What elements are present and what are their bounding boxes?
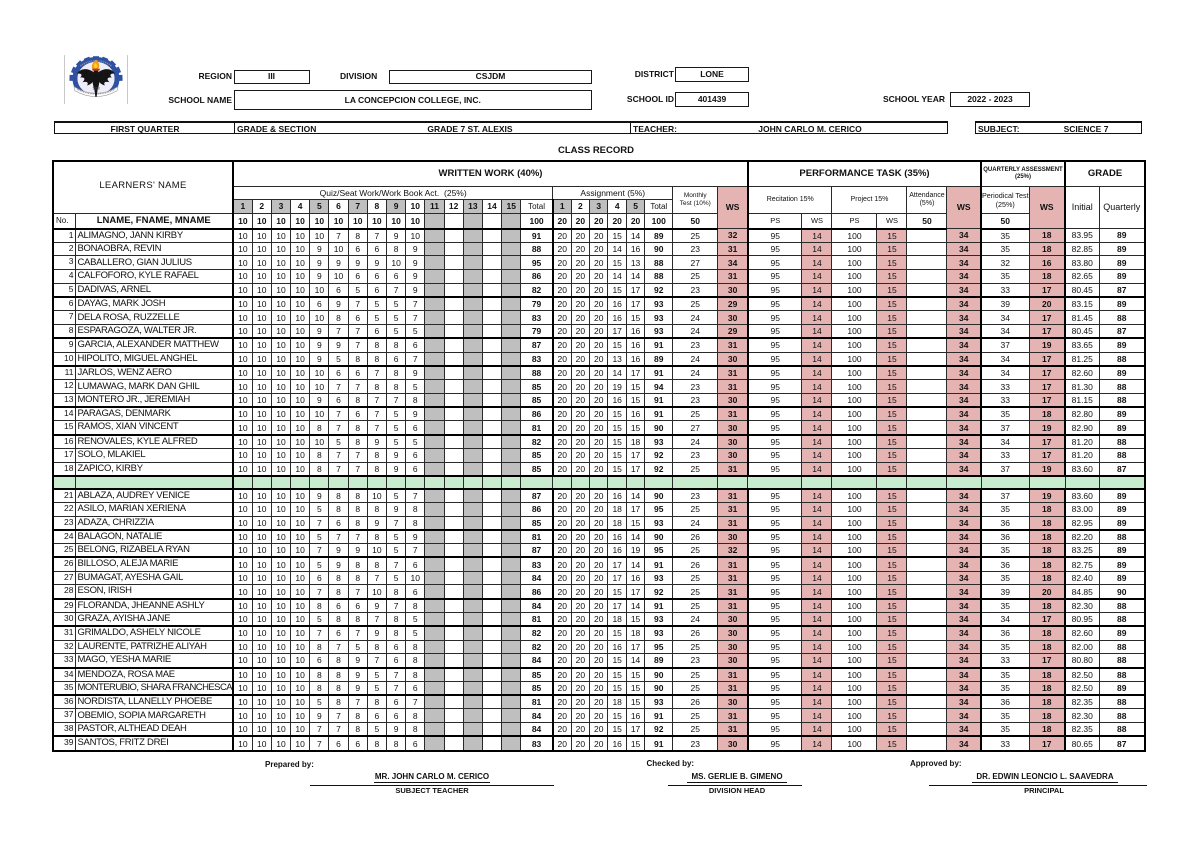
- svg-text:1998: 1998: [92, 87, 100, 91]
